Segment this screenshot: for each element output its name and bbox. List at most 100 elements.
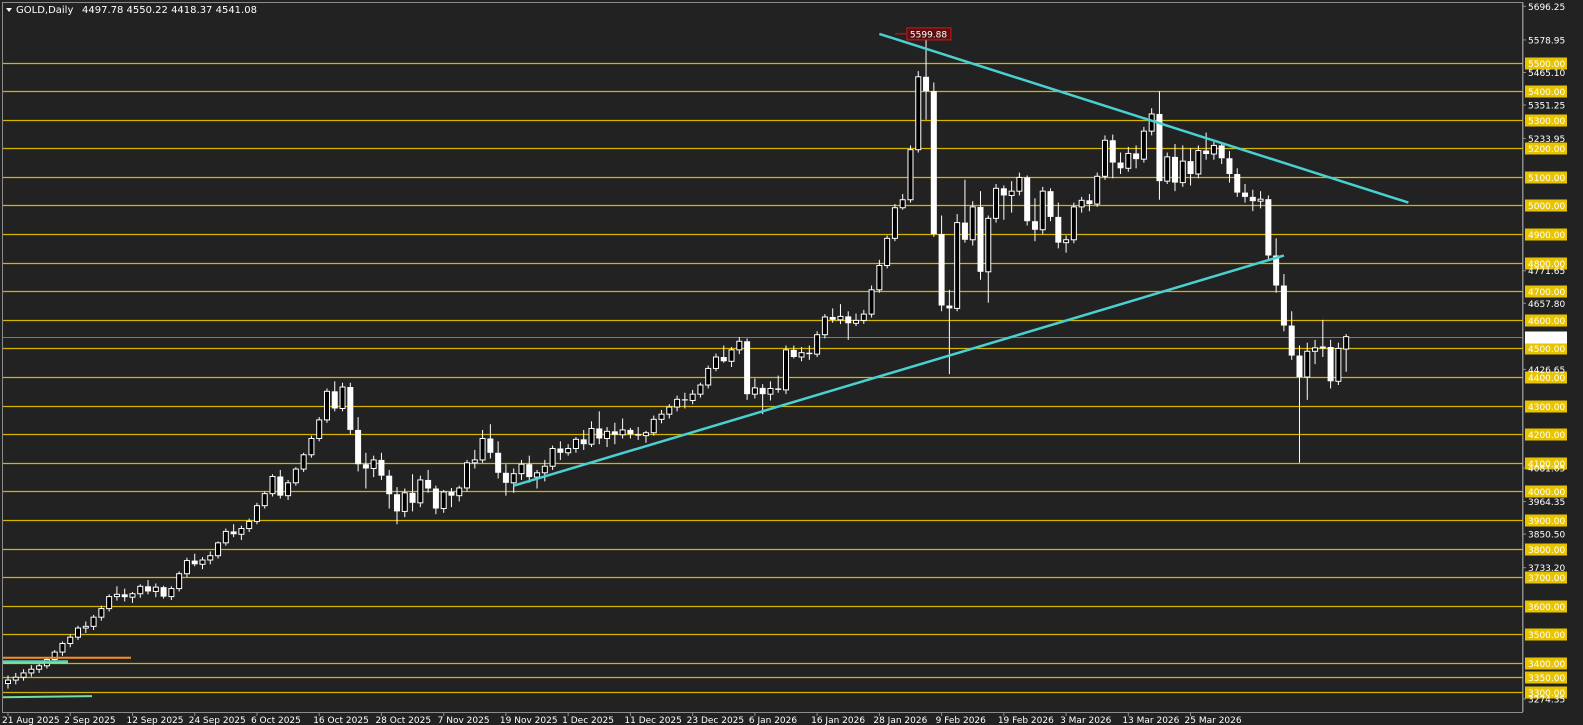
candle [541,459,548,482]
candle-body-bull [183,560,190,575]
candle [1063,235,1070,253]
level-label-text: 4300.00 [1528,403,1565,413]
trend-lines [513,32,1409,487]
candle [417,475,424,508]
level-label-text: 5000.00 [1528,202,1565,212]
candle [572,437,579,453]
time-tick-label: 12 Sep 2025 [126,716,183,725]
candle-body-bull [518,463,525,475]
candle-body-bull [1101,139,1108,177]
candle-body-bear [946,305,953,309]
candle-body-bear [160,587,167,597]
candle [1164,152,1171,185]
candle-body-bull [993,187,1000,219]
candle-body-bull [985,217,992,273]
candle-body-bear [1203,150,1210,154]
candle [1055,202,1062,249]
candle [1024,175,1031,226]
time-tick-label: 23 Dec 2025 [687,716,745,725]
candle [1016,172,1023,196]
candle-body-bear [744,341,751,395]
candle [300,452,307,472]
candle-body-bull [308,437,315,456]
candle-body-bull [238,528,245,535]
level-label: 4900.00 [1525,228,1567,241]
candle-body-bear [845,316,852,324]
candle [448,487,455,508]
candle [386,469,393,509]
candle-body-bear [938,234,945,306]
candle [370,455,377,478]
time-tick-label: 1 Dec 2025 [562,716,614,725]
candle-body-bull [604,430,611,439]
level-label-text: 4200.00 [1528,431,1565,441]
candle [230,524,237,538]
candle-body-bear [635,434,642,436]
candle [977,191,984,280]
candle [106,594,113,612]
level-label-text: 3500.00 [1528,631,1565,641]
candle-body-bear [829,316,836,320]
time-axis: 21 Aug 2025 2 Sep 2025 12 Sep 2025 24 Sep 2… [2,712,1242,725]
price-tick-label: 5696.25 [1528,3,1565,13]
candle [1195,145,1202,179]
time-tick-label: 3 Mar 2026 [1060,716,1112,725]
candle-body-bull [199,559,206,565]
candle [611,422,618,445]
candle [285,479,292,500]
candle-body-bear [277,476,284,496]
candle [432,485,439,515]
trend-line[interactable] [878,32,1409,204]
candle [1078,196,1085,213]
current-price-box [1525,331,1567,344]
current-price-label: 4541.08 [1528,334,1565,344]
candle [767,381,774,401]
level-label-box [1525,428,1567,441]
candle [394,487,400,525]
candle-body-bull [1179,160,1186,184]
candle [121,588,128,602]
candle [736,336,743,355]
candle [868,285,875,318]
candle-body-bull [915,76,922,151]
chart-header[interactable]: GOLD,Daily 4497.78 4550.22 4418.37 4541.… [6,5,257,16]
candle-body-bear [487,438,494,453]
candle [1265,195,1272,260]
candle [876,259,883,293]
candle [837,304,844,325]
trend-line[interactable] [513,254,1285,487]
candle [277,469,284,499]
level-label-box [1525,314,1567,327]
candle [82,621,89,633]
candle-body-bear [720,356,727,362]
candle [930,82,937,237]
candle-body-bear [378,459,385,476]
candle [160,585,167,599]
candle-body-bull [814,334,821,355]
level-label-text: 4000.00 [1528,488,1565,498]
time-tick-label: 6 Jan 2026 [749,716,797,725]
candle-body-bear [1109,140,1116,163]
candle [1094,172,1101,207]
indicator-lines [2,656,131,699]
candle [253,502,260,525]
candle-body-bear [977,206,984,272]
candle [938,215,945,312]
level-label: 5500.00 [1525,57,1567,70]
candle [1000,185,1007,220]
candle [67,634,74,648]
candle-body-bull [736,340,743,351]
candle [456,485,463,502]
level-label: 5400.00 [1525,85,1567,98]
candle [425,469,432,493]
collapse-triangle-icon[interactable] [6,8,12,12]
candle [689,389,696,405]
candle [1288,311,1295,360]
green-base-line[interactable] [2,695,93,699]
candle [1218,142,1225,165]
peak-annotation[interactable]: 5599.88 [894,27,952,41]
candle-body-bear [1280,285,1287,326]
candle [518,459,525,480]
